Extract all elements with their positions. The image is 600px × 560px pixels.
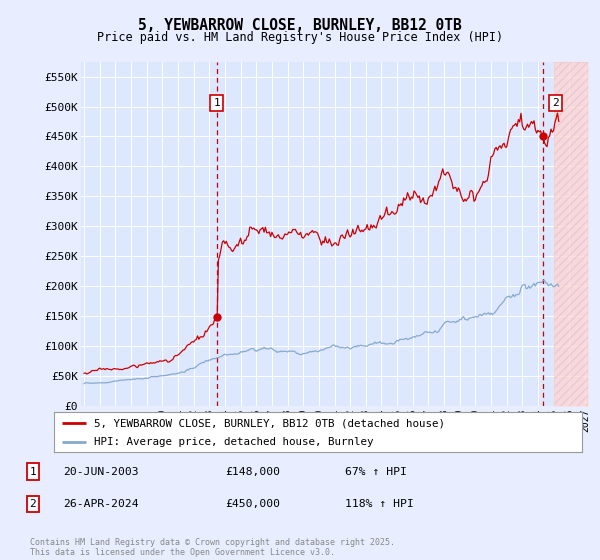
Text: Price paid vs. HM Land Registry's House Price Index (HPI): Price paid vs. HM Land Registry's House … (97, 31, 503, 44)
Text: £148,000: £148,000 (225, 466, 280, 477)
Text: 2: 2 (29, 499, 37, 509)
Text: 5, YEWBARROW CLOSE, BURNLEY, BB12 0TB (detached house): 5, YEWBARROW CLOSE, BURNLEY, BB12 0TB (d… (94, 418, 445, 428)
Text: £450,000: £450,000 (225, 499, 280, 509)
Bar (554, 62, 588, 406)
Text: 118% ↑ HPI: 118% ↑ HPI (345, 499, 414, 509)
Text: 1: 1 (29, 466, 37, 477)
Text: 5, YEWBARROW CLOSE, BURNLEY, BB12 0TB: 5, YEWBARROW CLOSE, BURNLEY, BB12 0TB (138, 18, 462, 33)
Text: 67% ↑ HPI: 67% ↑ HPI (345, 466, 407, 477)
Text: 1: 1 (213, 98, 220, 108)
Bar (554, 62, 588, 406)
Text: 26-APR-2024: 26-APR-2024 (63, 499, 139, 509)
Text: 20-JUN-2003: 20-JUN-2003 (63, 466, 139, 477)
Text: 2: 2 (552, 98, 559, 108)
Text: HPI: Average price, detached house, Burnley: HPI: Average price, detached house, Burn… (94, 437, 373, 446)
Text: Contains HM Land Registry data © Crown copyright and database right 2025.
This d: Contains HM Land Registry data © Crown c… (30, 538, 395, 557)
